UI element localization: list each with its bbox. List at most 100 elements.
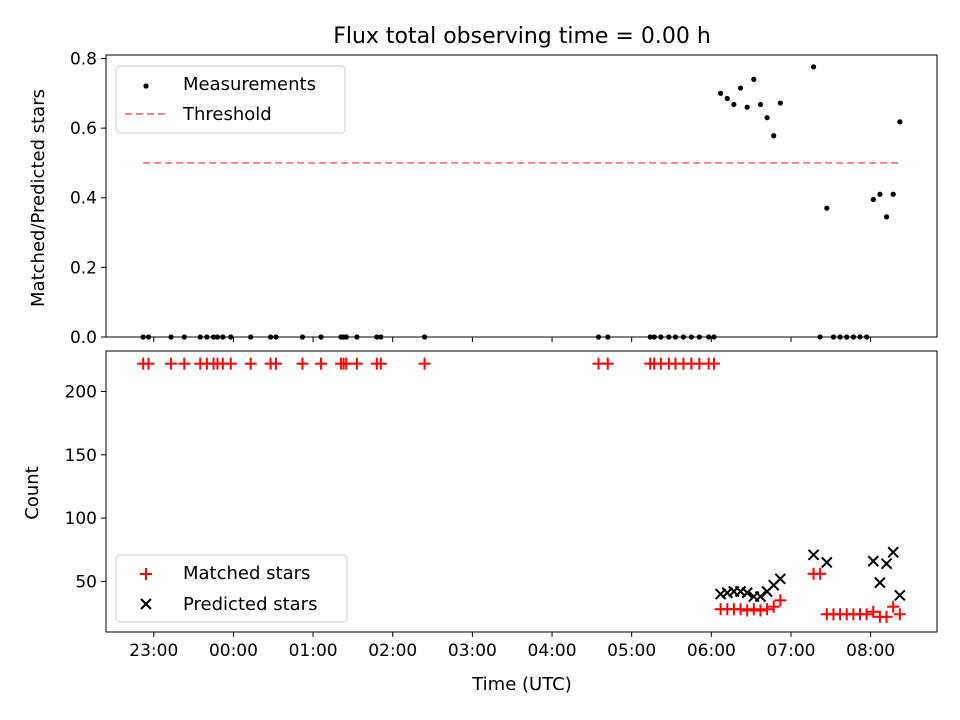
x-stroke-b	[874, 576, 886, 589]
measurement-point	[374, 334, 380, 340]
measurement-point	[897, 119, 903, 125]
measurement-point	[810, 64, 817, 70]
bottom-panel-legend: Matched stars Predicted stars	[115, 554, 348, 623]
measurement-point	[706, 334, 712, 340]
measurement-point	[870, 196, 876, 203]
measurement-point	[204, 334, 210, 340]
measurement-point	[864, 334, 870, 340]
axes-frame-0	[105, 54, 938, 338]
axes-frame-1	[105, 350, 938, 633]
matched-stars-point	[269, 357, 282, 370]
measurement-point	[883, 214, 890, 220]
measurement-point	[777, 100, 783, 106]
measurement-point	[273, 334, 279, 340]
measurement-point	[711, 334, 717, 340]
predicted-stars-point	[774, 573, 787, 585]
measurement-point	[824, 205, 830, 211]
measurement-point	[771, 133, 777, 139]
measurement-point	[718, 90, 724, 96]
measurement-point	[857, 334, 863, 340]
measurement-point	[354, 334, 360, 340]
matched-stars-point	[754, 604, 767, 617]
matched-stars-point	[860, 608, 873, 621]
x-stroke-b	[887, 546, 899, 558]
matched-stars-point	[814, 567, 827, 580]
x-tick-label: 07:00	[766, 641, 815, 661]
y-tick-label: 0.8	[70, 49, 97, 69]
top-panel-marks	[140, 64, 903, 340]
measurement-point	[647, 334, 653, 340]
matched-stars-point	[296, 357, 309, 370]
measurement-point	[197, 334, 203, 340]
bottom-panel-xlabel: Time (UTC)	[471, 674, 572, 695]
matched-stars-point	[244, 357, 257, 370]
measurement-point	[817, 334, 823, 340]
predicted-stars-point	[821, 556, 833, 569]
matched-stars-point	[374, 357, 387, 370]
x-stroke-b	[741, 587, 753, 599]
matched-stars-point	[767, 600, 780, 613]
top-legend-frame	[115, 65, 346, 134]
bottom-panel-marks	[137, 357, 906, 623]
measurement-point	[168, 334, 174, 340]
y-tick-label: 0.4	[70, 189, 97, 209]
measurement-point	[744, 104, 750, 110]
matched-stars-point	[165, 357, 178, 370]
measurement-point	[220, 334, 226, 340]
measurement-point	[214, 334, 221, 340]
measurement-point	[751, 76, 757, 82]
matched-stars-point	[887, 600, 900, 613]
x-tick-label: 02:00	[368, 641, 417, 661]
legend-matched-marker	[140, 568, 152, 580]
x-tick-label: 01:00	[289, 641, 338, 661]
measurement-point	[421, 334, 428, 340]
y-tick-label: 50	[75, 572, 97, 592]
x-tick-label: 03:00	[448, 641, 497, 661]
legend-measurements-marker	[143, 83, 149, 89]
x-stroke-b	[821, 556, 833, 569]
measurement-point	[830, 334, 837, 340]
predicted-stars-point	[867, 555, 879, 567]
measurement-point	[378, 334, 384, 340]
top-panel-ylabel: Matched/Predicted stars	[28, 89, 49, 307]
legend-threshold-label: Threshold	[182, 104, 272, 125]
x-stroke-b	[894, 589, 906, 601]
matched-stars-point	[867, 605, 880, 618]
y-tick-label: 0.0	[70, 328, 97, 348]
measurement-point	[299, 334, 306, 340]
bottom-panel-axes	[105, 350, 938, 633]
measurement-point	[666, 334, 672, 340]
y-tick-label: 0.2	[70, 258, 97, 278]
matched-stars-point	[340, 357, 353, 370]
matched-stars-point	[142, 357, 155, 370]
predicted-stars-point	[880, 557, 893, 570]
x-tick-label: 06:00	[687, 641, 736, 661]
top-panel-ticks: 0.0 0.2 0.4 0.6 0.8	[70, 49, 872, 348]
bottom-legend-frame	[115, 554, 348, 623]
measurement-point	[850, 334, 856, 340]
x-stroke-b	[774, 573, 787, 585]
predicted-stars-point	[894, 589, 906, 601]
measurement-point	[877, 191, 883, 197]
matched-stars-point	[418, 357, 431, 370]
measurement-point	[210, 334, 217, 340]
legend-predicted-label: Predicted stars	[183, 594, 317, 615]
bottom-panel: Count Time (UTC) 50 100 150 200 23:00 00:00 01…	[22, 350, 938, 695]
measurement-point	[688, 334, 695, 340]
matched-stars-point	[707, 357, 720, 370]
x-tick-label: 00:00	[209, 641, 258, 661]
x-tick-label: 08:00	[846, 641, 895, 661]
measurement-point	[696, 334, 702, 340]
predicted-stars-point	[887, 546, 899, 558]
predicted-stars-point	[754, 590, 767, 603]
predicted-stars-point	[874, 576, 886, 589]
matched-stars-point	[224, 357, 237, 370]
y-tick-label: 150	[65, 446, 97, 466]
matched-stars-point	[734, 603, 747, 616]
matched-stars-point	[761, 603, 774, 616]
measurement-point	[605, 334, 611, 340]
x-stroke-b	[807, 549, 820, 561]
matched-stars-point	[350, 357, 363, 370]
bottom-panel-ticks: 50 100 150 200 23:00 00:00 01:00 02:00 03:00 04:0…	[65, 383, 896, 661]
